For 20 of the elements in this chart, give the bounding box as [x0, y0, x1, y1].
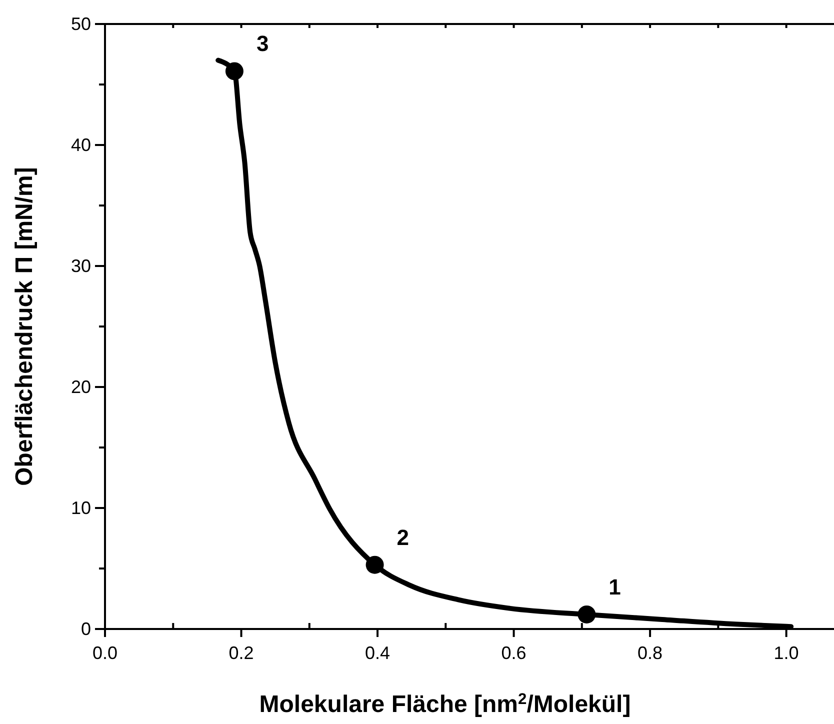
point: [366, 556, 384, 574]
x-tick-label: 0.4: [365, 643, 390, 663]
point: [225, 62, 244, 80]
annotation: 3: [256, 31, 269, 56]
x-tick-label: 0.2: [228, 643, 254, 663]
x-tick-label: 0.0: [92, 643, 118, 663]
y-tick-label: 10: [70, 498, 91, 518]
x-tick-label: 0.6: [501, 643, 526, 663]
y-tick-label: 50: [70, 14, 91, 34]
y-axis-title: Oberflächendruck Π [mN/m]: [11, 167, 38, 486]
annotation: 2: [396, 524, 410, 550]
x-axis-title: Molekulare Fläche [nm$^{2}$/Molekül]: [259, 690, 631, 718]
y-tick-label: 40: [70, 135, 91, 155]
y-tick-label: 30: [70, 256, 91, 276]
point: [578, 605, 596, 624]
x-tick-label: 0.8: [638, 643, 663, 663]
y-tick-label: 0: [80, 619, 91, 639]
y-tick-label: 20: [70, 377, 91, 397]
annotation: 1: [608, 574, 621, 600]
x-tick-label: 1.0: [774, 643, 799, 663]
